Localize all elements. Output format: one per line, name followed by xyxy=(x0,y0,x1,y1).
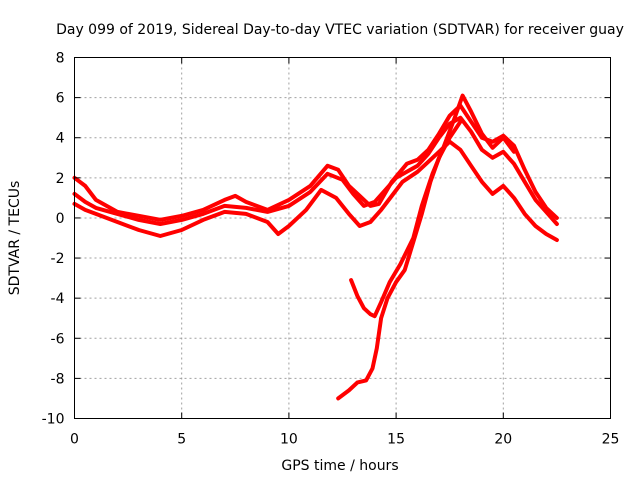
y-axis-label: SDTVAR / TECUs xyxy=(7,181,23,296)
grid xyxy=(74,57,611,419)
x-tick-label: 20 xyxy=(494,432,512,448)
x-tick-label: 15 xyxy=(387,432,405,448)
x-axis-label: GPS time / hours xyxy=(281,458,398,474)
y-tick-label: 8 xyxy=(56,51,65,67)
plot-frame xyxy=(74,57,611,419)
x-tick-label: 0 xyxy=(70,432,79,448)
y-tick-label: -2 xyxy=(51,251,65,267)
y-tick-label: 4 xyxy=(56,131,65,147)
chart-title: Day 099 of 2019, Sidereal Day-to-day VTE… xyxy=(56,22,624,38)
x-axis: 0 5 10 15 20 25 xyxy=(70,57,620,448)
y-tick-label: 6 xyxy=(56,91,65,107)
series-line-track-5 xyxy=(349,93,516,319)
y-tick-label: -6 xyxy=(51,331,65,347)
x-tick-label: 10 xyxy=(280,432,298,448)
y-tick-label: -8 xyxy=(51,371,65,387)
y-axis: -10 -8 -6 -4 -2 0 2 4 6 8 xyxy=(42,51,611,428)
series-line-track-3 xyxy=(72,139,559,242)
y-tick-label: 2 xyxy=(56,171,65,187)
series-group xyxy=(72,93,559,401)
y-tick-label: -10 xyxy=(42,412,65,428)
y-tick-label: -4 xyxy=(51,291,65,307)
series-line-track-1 xyxy=(72,103,559,222)
y-tick-label: 0 xyxy=(56,211,65,227)
series-line-track-2 xyxy=(72,115,559,226)
x-tick-label: 5 xyxy=(177,432,186,448)
series-line-track-4 xyxy=(336,119,463,401)
x-tick-label: 25 xyxy=(602,432,620,448)
